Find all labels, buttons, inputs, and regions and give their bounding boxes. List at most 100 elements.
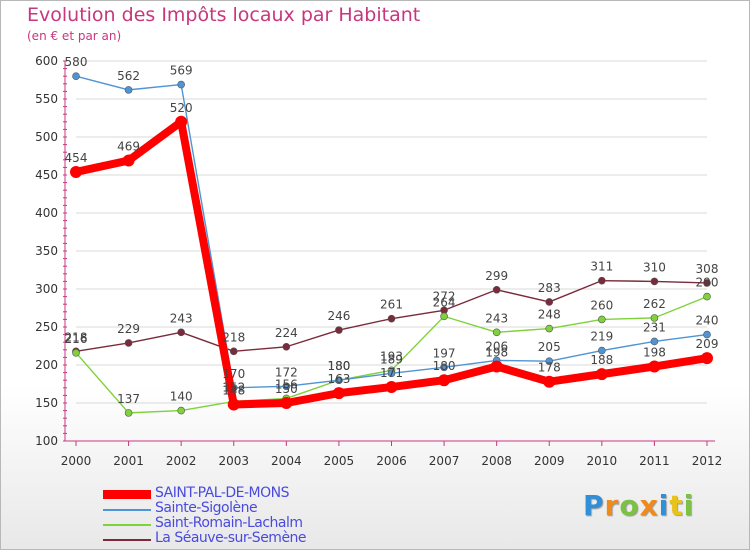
chart-title: Evolution des Impôts locaux par Habitant	[27, 4, 421, 26]
data-label: 311	[590, 260, 613, 274]
legend-item: La Séauve-sur-Semène	[103, 531, 433, 547]
series-point-3	[598, 276, 606, 285]
data-label: 197	[433, 346, 456, 360]
logo-letter: x	[639, 489, 659, 522]
data-label: 180	[433, 359, 456, 373]
data-label: 218	[65, 330, 88, 344]
y-tick-label: 100	[35, 434, 58, 448]
x-tick-label: 2003	[218, 454, 249, 468]
logo-letter: t	[669, 489, 684, 522]
series-point-3	[177, 328, 185, 337]
series-point-1	[440, 363, 448, 372]
series-point-2	[598, 315, 606, 324]
series-point-2	[545, 324, 554, 333]
y-tick-label: 600	[35, 54, 58, 68]
x-tick-label: 2002	[166, 454, 197, 468]
data-label: 193	[380, 349, 403, 363]
data-label: 283	[538, 281, 561, 295]
legend-swatch	[103, 509, 151, 511]
data-label: 216	[65, 332, 88, 346]
series-point-0	[701, 352, 713, 365]
series-point-0	[332, 387, 345, 400]
logo-letter: o	[619, 489, 640, 522]
series-point-0	[438, 374, 451, 387]
series-point-3	[545, 298, 554, 306]
series-point-1	[703, 330, 711, 339]
data-label: 248	[538, 308, 561, 322]
series-point-3	[703, 279, 711, 287]
data-label: 140	[170, 390, 193, 404]
data-label: 150	[275, 382, 298, 396]
series-point-1	[282, 382, 291, 391]
data-label: 261	[380, 298, 403, 312]
data-label: 205	[538, 340, 561, 354]
series-point-2	[440, 312, 448, 321]
series-point-1	[598, 346, 606, 355]
data-label: 148	[222, 384, 245, 398]
data-label: 206	[485, 339, 508, 353]
series-point-1	[177, 80, 185, 89]
series-point-2	[650, 314, 659, 322]
data-label: 198	[485, 346, 508, 360]
legend-label: Sainte-Sigolène	[155, 500, 258, 516]
data-label: 299	[485, 269, 508, 283]
y-tick-label: 450	[35, 168, 58, 182]
legend: SAINT-PAL-DE-MONS Sainte-Sigolène Saint-Ro…	[103, 485, 433, 547]
data-label: 180	[327, 359, 350, 373]
series-point-1	[650, 337, 659, 346]
series-point-2	[72, 349, 80, 357]
y-tick-label: 250	[35, 320, 58, 334]
y-tick-label: 350	[35, 244, 58, 258]
series-point-2	[703, 292, 711, 301]
data-label: 137	[117, 392, 140, 406]
data-label: 231	[643, 320, 666, 334]
data-label: 243	[485, 311, 508, 325]
series-point-0	[385, 381, 398, 394]
data-label: 246	[327, 309, 350, 323]
y-tick-label: 200	[35, 358, 58, 372]
data-label: 469	[117, 140, 140, 154]
series-point-0	[648, 360, 661, 373]
chart-subtitle: (en € et par an)	[27, 29, 122, 43]
series-point-1	[72, 72, 80, 80]
data-label: 188	[590, 353, 613, 367]
series-point-0	[70, 165, 82, 178]
y-tick-label: 300	[35, 282, 58, 296]
series-point-3	[229, 347, 238, 356]
legend-item: Saint-Romain-Lachalm	[103, 516, 433, 532]
data-label: 218	[222, 330, 245, 344]
data-label: 178	[538, 361, 561, 375]
x-tick-label: 2007	[429, 454, 460, 468]
proxiti-logo: Proxiti	[583, 489, 694, 522]
x-tick-label: 2010	[587, 454, 618, 468]
legend-label: SAINT-PAL-DE-MONS	[155, 485, 290, 501]
data-label: 520	[170, 101, 193, 115]
series-point-3	[492, 285, 501, 294]
x-tick-label: 2005	[324, 454, 355, 468]
data-label: 454	[65, 151, 88, 165]
series-point-3	[387, 314, 396, 323]
series-point-2	[177, 406, 185, 415]
y-tick-label: 150	[35, 396, 58, 410]
series-point-0	[227, 398, 240, 411]
data-label: 272	[433, 289, 456, 303]
x-tick-label: 2001	[113, 454, 144, 468]
series-point-3	[282, 342, 291, 351]
data-label: 152	[222, 380, 245, 394]
logo-letter: i	[658, 489, 670, 522]
x-tick-label: 2011	[639, 454, 670, 468]
data-label: 224	[275, 326, 298, 340]
data-label: 163	[327, 372, 350, 386]
data-label: 219	[590, 330, 613, 344]
data-label: 209	[696, 337, 719, 351]
data-label: 240	[696, 314, 719, 328]
data-label: 562	[117, 69, 140, 83]
data-label: 290	[696, 276, 719, 290]
series-point-2	[124, 409, 133, 417]
data-label: 180	[327, 359, 350, 373]
series-point-1	[387, 369, 396, 378]
data-label: 580	[65, 55, 88, 69]
x-tick-label: 2004	[271, 454, 302, 468]
series-point-0	[490, 360, 503, 373]
legend-swatch	[103, 539, 151, 541]
